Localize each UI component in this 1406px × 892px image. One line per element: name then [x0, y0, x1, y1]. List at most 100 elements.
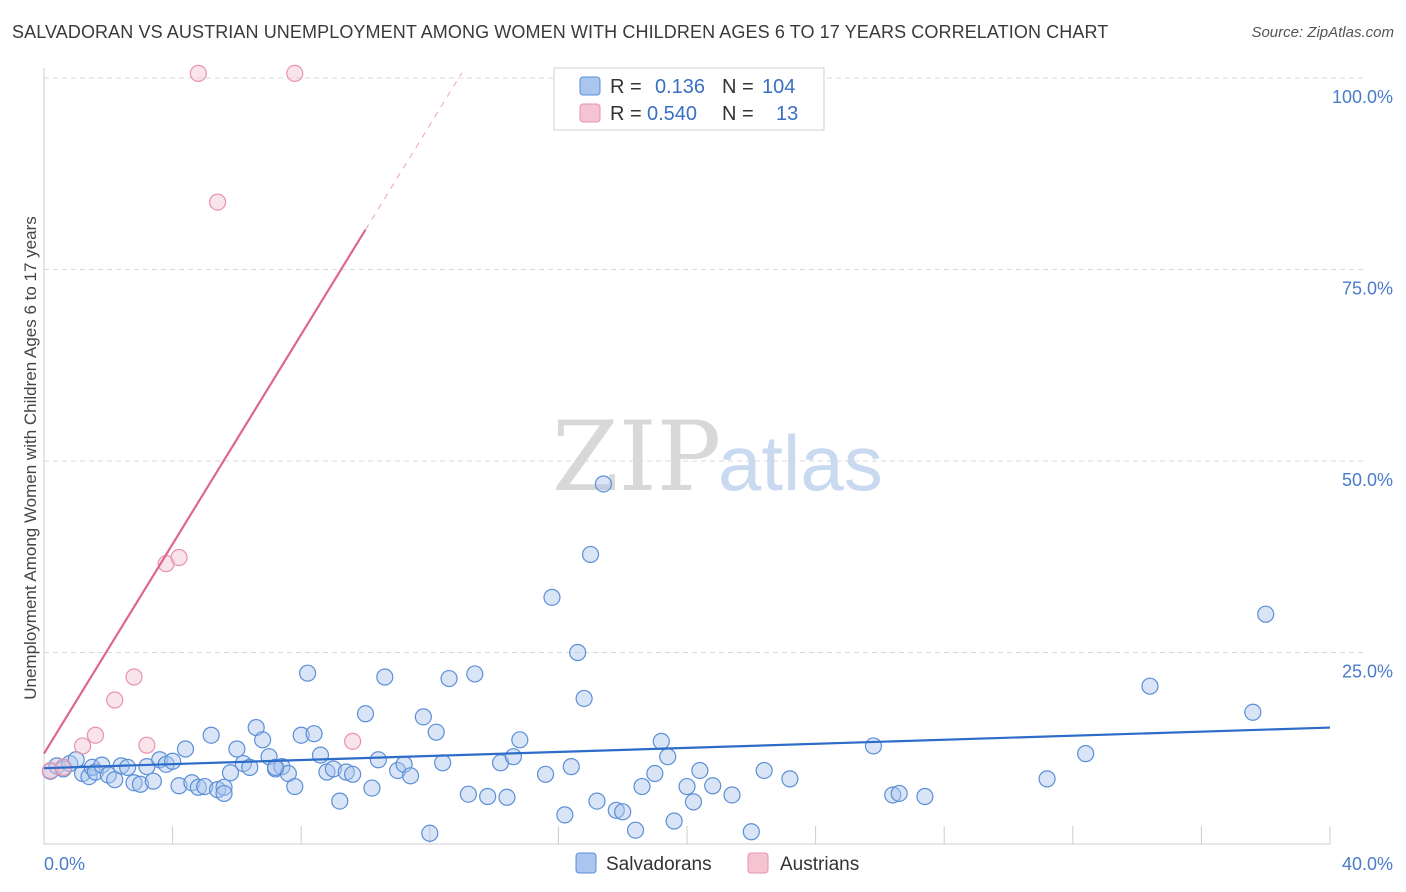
salvadoran-point	[118, 758, 137, 777]
points-layer	[41, 64, 1275, 842]
salvadoran-point	[498, 788, 516, 806]
salvadoran-point	[626, 821, 645, 839]
salvadoran-point	[131, 775, 150, 793]
austrian-point	[106, 691, 124, 709]
salvadoran-point	[305, 725, 323, 743]
salvadoran-point	[569, 643, 587, 662]
salvadoran-point	[414, 708, 432, 726]
salvadoran-point	[607, 801, 625, 819]
salvadoran-point	[311, 746, 330, 764]
legend-n-value-2: 13	[776, 103, 798, 125]
ticks-layer: 25.0% 50.0% 75.0% 100.0% 0.0% 40.0%	[44, 87, 1393, 874]
salvadoran-point	[344, 765, 362, 783]
austrian-point	[73, 737, 92, 755]
salvadoran-point	[324, 760, 342, 778]
salvadoran-point	[106, 771, 124, 789]
salvadoran-point	[652, 732, 670, 750]
salvadoran-point	[594, 475, 613, 493]
salvadoran-point	[1077, 745, 1095, 763]
austrian-point	[189, 64, 207, 83]
salvadoran-point	[241, 758, 259, 777]
series-legend: Salvadorans Austrians	[575, 852, 859, 875]
salvadoran-point	[890, 784, 908, 803]
salvadoran-point	[221, 764, 240, 782]
salvadoran-point	[588, 792, 606, 810]
series-legend-label-austrians: Austrians	[780, 854, 859, 875]
salvadoran-point	[704, 777, 722, 795]
salvadoran-point	[466, 665, 484, 683]
chart-title: SALVADORAN VS AUSTRIAN UNEMPLOYMENT AMON…	[12, 22, 1109, 42]
austrian-point	[344, 732, 362, 750]
salvadoran-point	[189, 778, 207, 796]
salvadoran-point	[164, 752, 182, 770]
salvadoran-point	[401, 767, 420, 785]
salvadoran-point	[633, 777, 651, 796]
salvadoran-point	[369, 751, 387, 769]
salvadoran-point	[884, 786, 902, 804]
salvadoran-point	[1141, 677, 1159, 695]
salvadoran-point	[215, 778, 233, 796]
y-tick-label: 25.0%	[1342, 662, 1393, 682]
salvadoran-point	[781, 770, 799, 788]
salvadoran-point	[254, 731, 272, 749]
salvadoran-point	[421, 824, 439, 842]
salvadoran-point	[755, 761, 773, 780]
legend-n-label-1: N =	[722, 76, 754, 98]
salvadoran-point	[202, 726, 220, 744]
salvadoran-point	[144, 772, 162, 790]
y-axis-title: Unemployment Among Women with Children A…	[21, 216, 40, 700]
legend-r-label-1: R =	[610, 76, 642, 98]
y-tick-label: 50.0%	[1342, 470, 1393, 490]
austrian-point	[125, 668, 143, 686]
salvadoran-point	[440, 669, 458, 688]
salvadoran-point	[575, 689, 593, 708]
austrian-point	[286, 64, 304, 83]
salvadoran-point	[363, 779, 381, 797]
legend-r-value-2: 0.540	[647, 103, 697, 125]
salvadoran-point	[479, 787, 497, 806]
salvadoran-point	[459, 785, 477, 803]
salvadoran-point	[376, 668, 394, 686]
salvadoran-point	[266, 758, 285, 777]
salvadoran-point	[504, 748, 522, 766]
salvadoran-point	[389, 761, 407, 780]
salvadoran-point	[86, 763, 105, 781]
salvadoran-point	[125, 774, 143, 792]
legend-r-value-1: 0.136	[655, 76, 705, 98]
salvadoran-point	[556, 806, 574, 824]
salvadoran-point	[864, 737, 883, 755]
salvadoran-point	[691, 761, 709, 780]
salvadoran-point	[659, 748, 677, 766]
salvadoran-point	[292, 726, 310, 744]
salvadoran-point	[273, 758, 291, 776]
series-legend-swatch-austrians	[747, 852, 769, 874]
salvadoran-point	[228, 740, 246, 758]
trend-layer	[43, 72, 1331, 770]
salvadoran-point	[723, 786, 741, 804]
austrian-point	[170, 548, 188, 567]
salvadoran-trend-line	[43, 726, 1331, 770]
x-tick-label: 0.0%	[44, 854, 85, 874]
x-tick-label: 40.0%	[1342, 854, 1393, 874]
watermark-zip: ZIP	[552, 401, 721, 513]
salvadoran-point	[536, 765, 555, 783]
salvadoran-point	[511, 731, 529, 749]
legend-n-value-1: 104	[762, 76, 795, 98]
watermark-atlas: atlas	[718, 419, 883, 507]
salvadoran-point	[215, 784, 233, 803]
y-tick-label: 100.0%	[1332, 87, 1393, 107]
salvadoran-point	[562, 758, 580, 776]
salvadoran-point	[176, 740, 195, 758]
salvadoran-point	[286, 777, 304, 796]
austrian-point	[41, 761, 60, 780]
salvadoran-point	[1257, 605, 1275, 623]
salvadoran-point	[684, 793, 703, 811]
y-tick-label: 75.0%	[1342, 279, 1393, 299]
salvadoran-point	[916, 787, 934, 806]
legend-r-label-2: R =	[610, 103, 642, 125]
salvadoran-point	[196, 777, 214, 796]
salvadoran-point	[665, 812, 683, 830]
austrian-point	[209, 193, 227, 211]
salvadoran-point	[1244, 703, 1262, 721]
